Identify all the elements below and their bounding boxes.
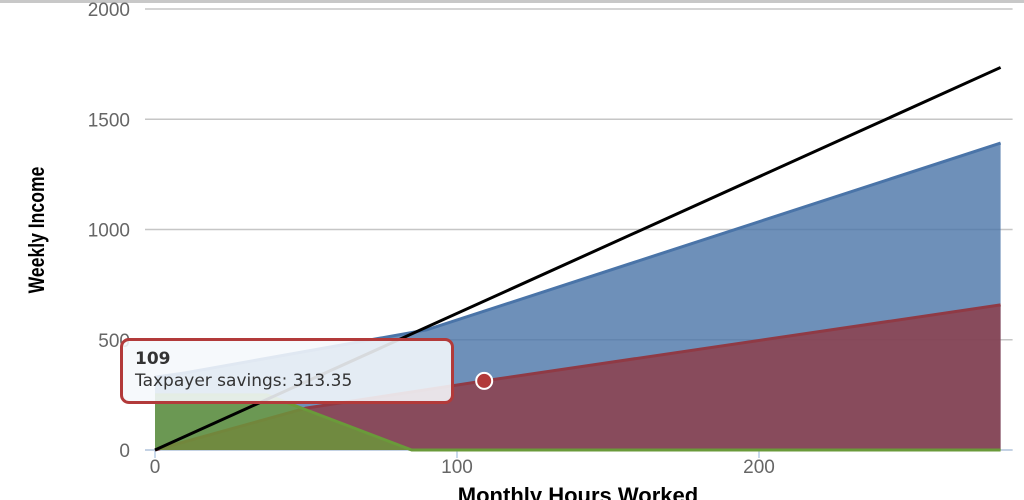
- green-area-fill: [155, 394, 1001, 450]
- y-tick-label: 1500: [88, 110, 130, 131]
- y-tick-label: 0: [119, 441, 130, 462]
- top-edge-bar: [0, 0, 1024, 3]
- x-axis-title: Monthly Hours Worked: [458, 483, 698, 500]
- red-area-fill: [155, 304, 1001, 450]
- y-tick-label: 1000: [88, 221, 130, 242]
- x-tick-label: 100: [441, 457, 473, 478]
- tooltip: 109 Taxpayer savings: 313.35: [120, 338, 454, 404]
- x-tick-label: 0: [150, 457, 161, 478]
- tooltip-label: Taxpayer savings: 313.35: [135, 371, 353, 391]
- hover-point-marker: [475, 371, 494, 390]
- y-tick-label: 2000: [88, 0, 130, 21]
- tooltip-title: 109: [135, 349, 171, 369]
- x-tick-label: 200: [743, 457, 775, 478]
- y-axis-title: Weekly Income: [25, 167, 49, 294]
